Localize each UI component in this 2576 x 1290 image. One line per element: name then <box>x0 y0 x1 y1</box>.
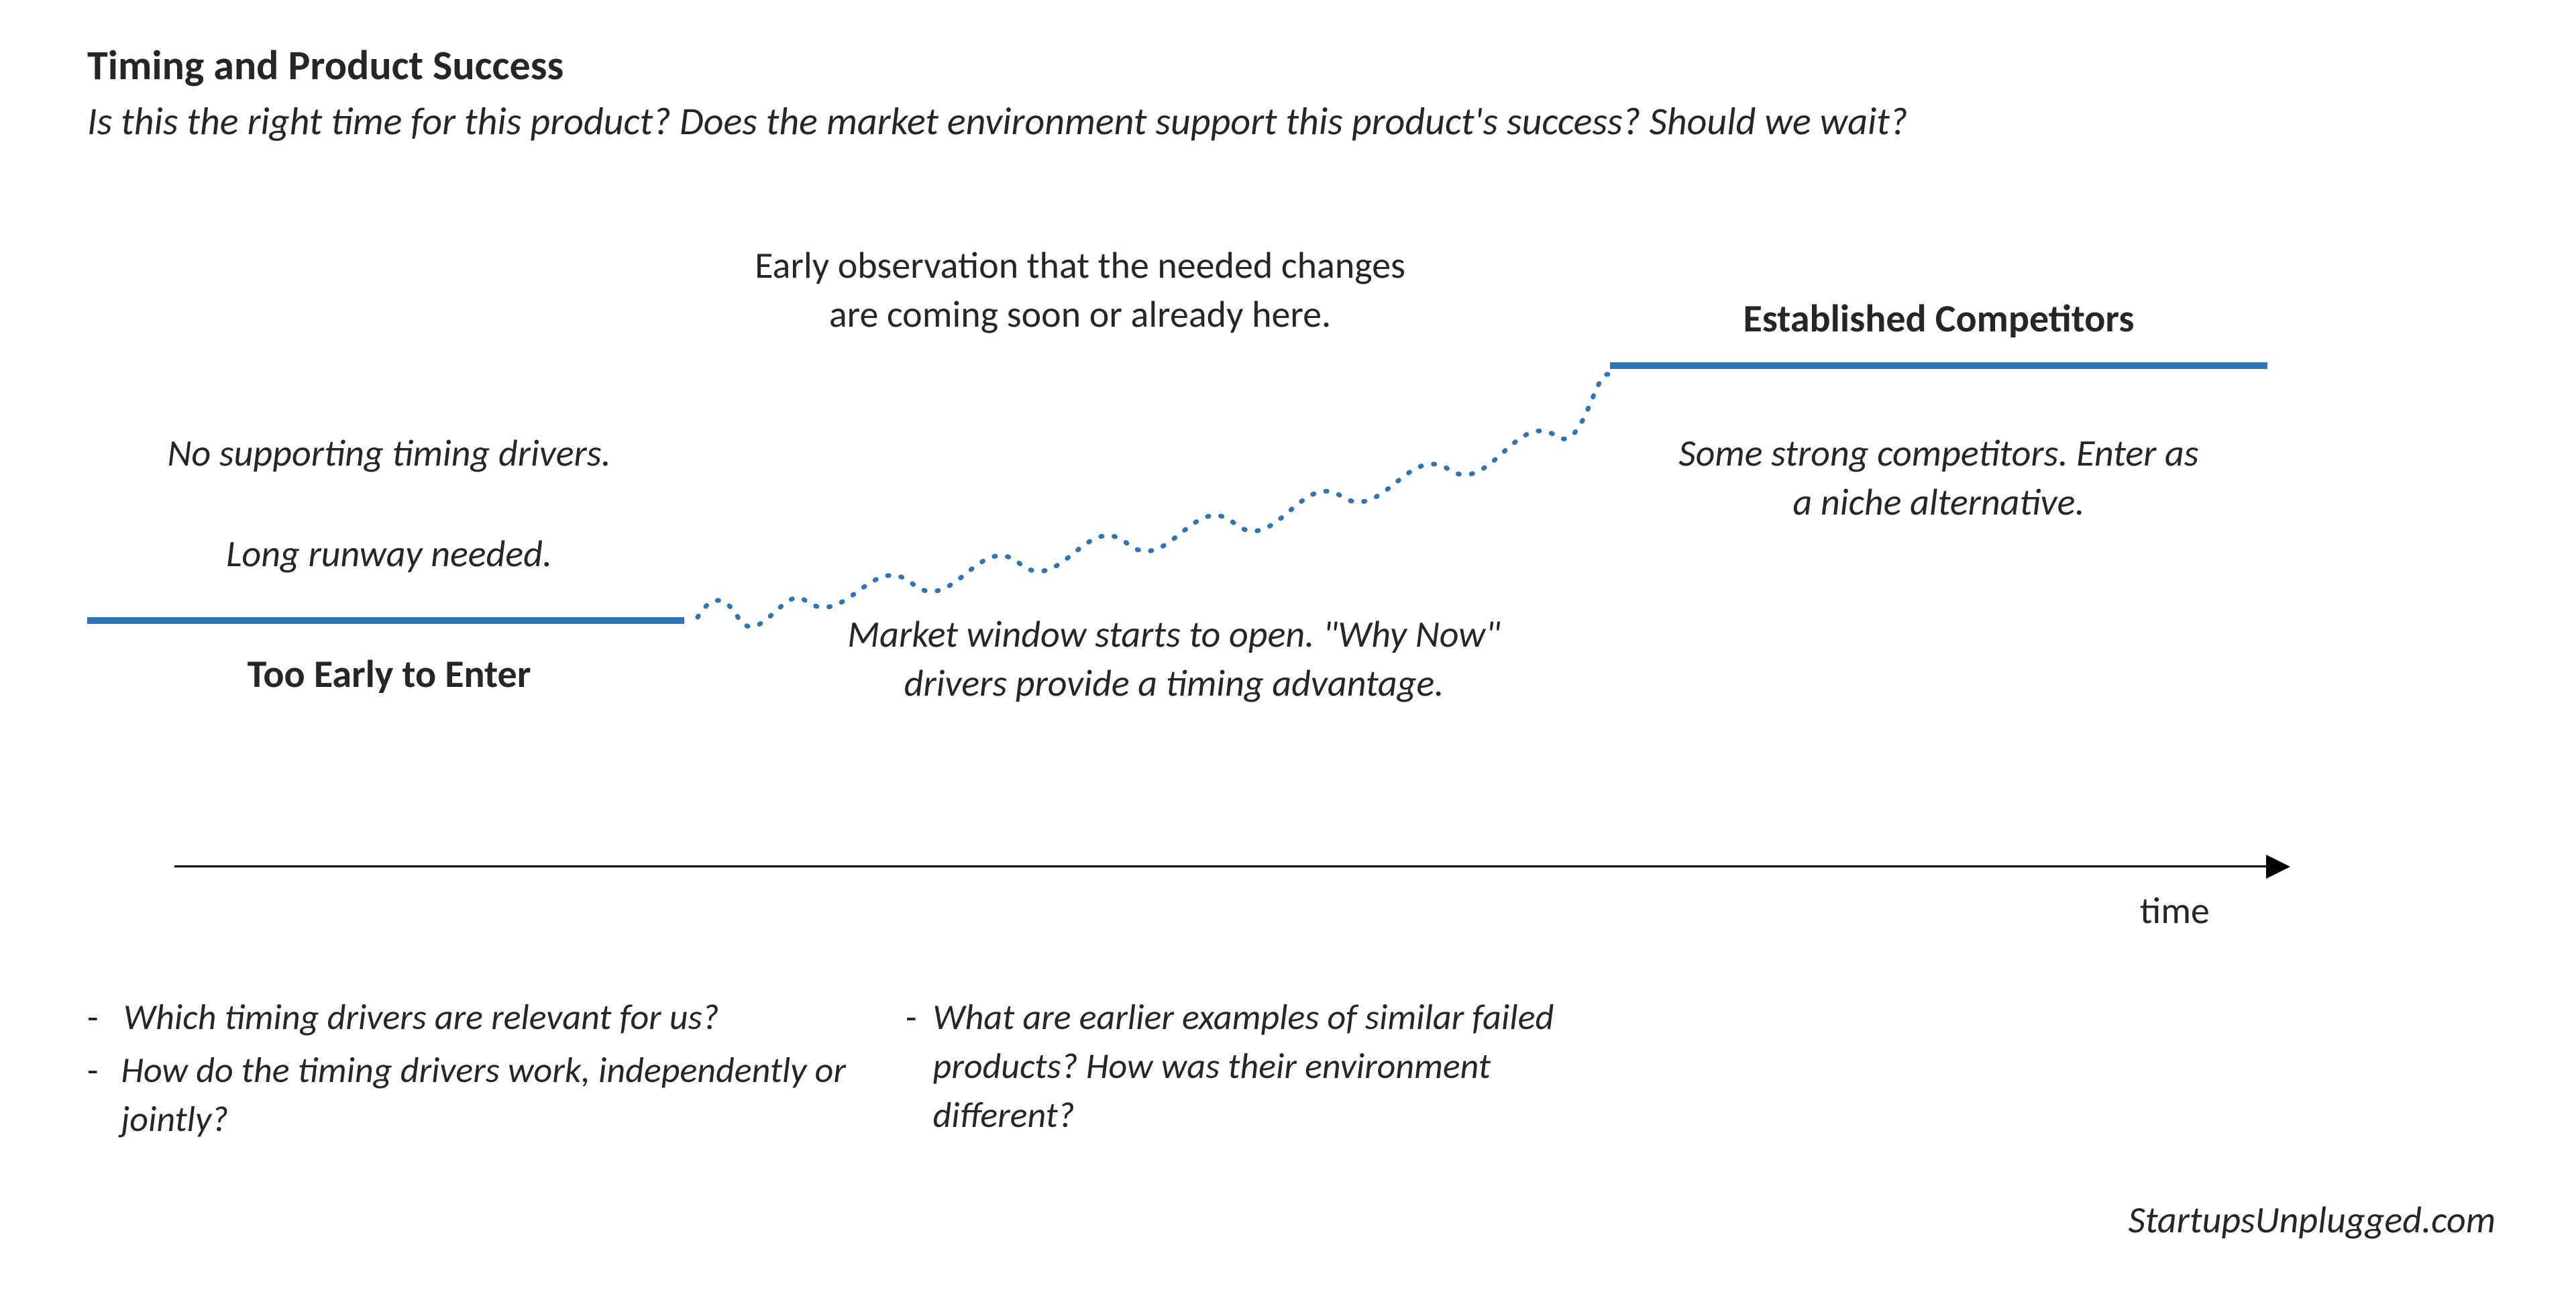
question-right-1: What are earlier examples of similar fai… <box>933 993 1610 1140</box>
too-early-desc-1: No supporting timing drivers. <box>87 429 691 478</box>
time-axis-label: time <box>2140 892 2210 930</box>
questions-left: - Which timing drivers are relevant for … <box>87 993 859 1148</box>
too-early-label: Too Early to Enter <box>87 651 691 698</box>
bullet-dash: - <box>906 993 917 1042</box>
questions-right: - What are earlier examples of similar f… <box>906 993 1610 1144</box>
established-label: Established Competitors <box>1610 295 2267 342</box>
question-left-2: How do the timing drivers work, independ… <box>121 1046 859 1144</box>
too-early-segment <box>87 617 684 624</box>
question-left-1: Which timing drivers are relevant for us… <box>123 993 719 1042</box>
transition-bottom-text: Market window starts to open. "Why Now" … <box>845 610 1503 708</box>
time-axis-arrow <box>2266 855 2290 879</box>
attribution: StartupsUnplugged.com <box>2129 1197 2496 1243</box>
bullet-dash: - <box>87 1046 105 1095</box>
page-title: Timing and Product Success <box>87 40 564 90</box>
established-body: Some strong competitors. Enter as a nich… <box>1677 429 2200 527</box>
bullet-dash: - <box>87 993 107 1042</box>
too-early-desc-2: Long runway needed. <box>87 530 691 579</box>
transition-top-text: Early observation that the needed change… <box>745 241 1415 339</box>
page-subtitle: Is this the right time for this product?… <box>87 97 2502 146</box>
established-segment <box>1610 362 2267 369</box>
time-axis-line <box>174 865 2267 867</box>
